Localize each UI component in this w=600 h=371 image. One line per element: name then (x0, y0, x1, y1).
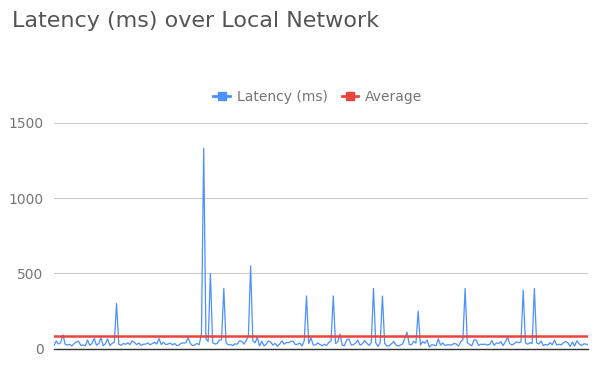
Legend: Latency (ms), Average: Latency (ms), Average (208, 85, 428, 110)
Text: Latency (ms) over Local Network: Latency (ms) over Local Network (12, 11, 379, 31)
